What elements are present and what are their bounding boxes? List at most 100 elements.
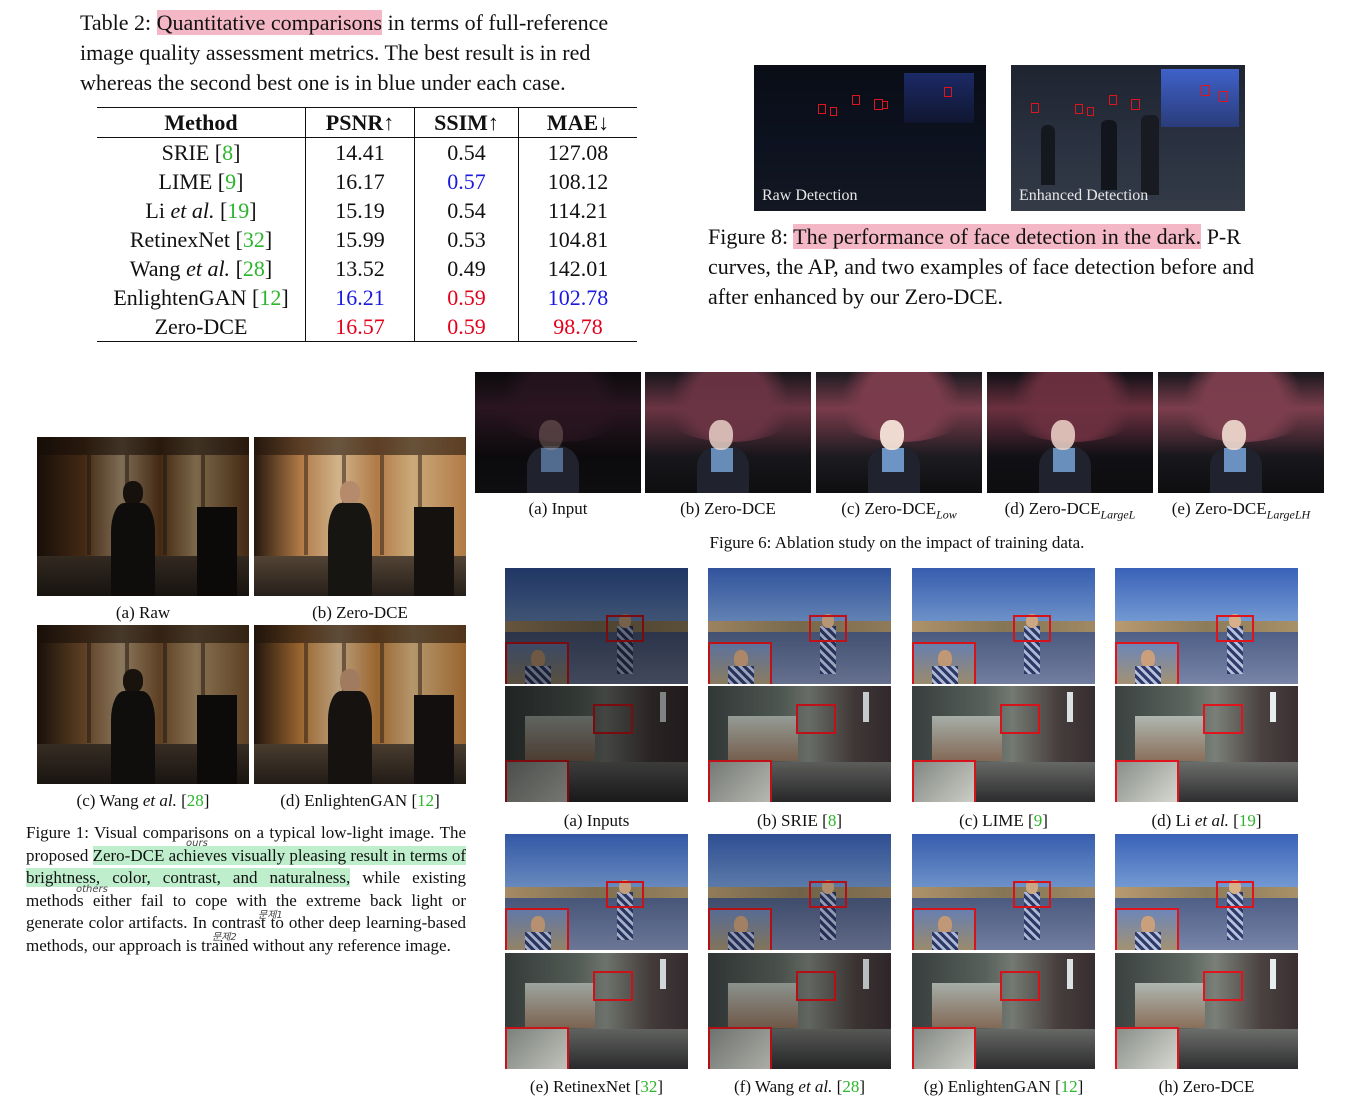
subcaption: (d) Li et al. [19] bbox=[1151, 811, 1262, 830]
inset-box bbox=[1115, 760, 1179, 802]
inset-box bbox=[708, 908, 772, 950]
subcaption-text: (f) Wang bbox=[734, 1077, 799, 1096]
citation-link[interactable]: 32 bbox=[242, 227, 265, 252]
ablation-image bbox=[645, 372, 811, 493]
zoom-box bbox=[1013, 615, 1051, 642]
inset-box bbox=[708, 642, 772, 684]
ablation-subcaption: (c) Zero-DCELow bbox=[808, 499, 990, 522]
indoor-image bbox=[708, 686, 891, 802]
citation-link[interactable]: 19 bbox=[1238, 811, 1256, 830]
ablation-subcaption: (d) Zero-DCELargeL bbox=[979, 499, 1161, 522]
method-cell: Li et al. [19] bbox=[145, 198, 257, 223]
annotation-ours: ours bbox=[186, 838, 208, 849]
table-row: Li et al. [19] 15.19 0.54 114.21 bbox=[97, 196, 637, 225]
subcaption: (g) EnlightenGAN [12] bbox=[923, 1077, 1084, 1096]
method-cell: LIME [9] bbox=[158, 169, 244, 194]
psnr-cell: 15.99 bbox=[305, 225, 415, 254]
table2-caption-label: Table 2: bbox=[80, 10, 152, 35]
citation-link[interactable]: 8 bbox=[827, 811, 837, 830]
citation-link[interactable]: 12 bbox=[417, 791, 435, 810]
psnr-cell: 15.19 bbox=[305, 196, 415, 225]
zoom-box bbox=[796, 971, 836, 1001]
subcaption-text: (d) Zero-DCE bbox=[1004, 499, 1101, 518]
table-row: SRIE [8] 14.41 0.54 127.08 bbox=[97, 137, 637, 167]
annotation-others: others bbox=[76, 884, 108, 895]
subcaption: (a) Raw bbox=[27, 603, 259, 623]
subcaption-etal: et al. bbox=[798, 1077, 833, 1096]
table-row: RetinexNet [32] 15.99 0.53 104.81 bbox=[97, 225, 637, 254]
figure1-image bbox=[254, 625, 466, 784]
psnr-cell: 16.57 bbox=[305, 312, 415, 342]
citation-link[interactable]: 12 bbox=[259, 285, 282, 310]
subcaption-text: (e) Zero-DCE bbox=[1171, 499, 1267, 518]
subcaption-text: (b) SRIE bbox=[756, 811, 823, 830]
ssim-cell: 0.57 bbox=[414, 167, 519, 196]
outdoor-image bbox=[505, 834, 688, 950]
ssim-cell: 0.59 bbox=[414, 283, 519, 312]
citation-link[interactable]: 28 bbox=[186, 791, 204, 810]
zoom-box bbox=[1203, 704, 1243, 734]
mae-cell: 114.21 bbox=[518, 196, 637, 225]
ssim-cell: 0.59 bbox=[414, 312, 519, 342]
citation-link[interactable]: 9 bbox=[225, 169, 237, 194]
mae-cell: 127.08 bbox=[518, 137, 637, 167]
subcaption: (b) Zero-DCE bbox=[244, 603, 476, 623]
ablation-image bbox=[475, 372, 641, 493]
annotation-problem2: 문제2 bbox=[212, 932, 237, 943]
subcaption-text: (a) Raw bbox=[115, 603, 171, 622]
citation-link[interactable]: 28 bbox=[842, 1077, 860, 1096]
indoor-image bbox=[912, 953, 1095, 1069]
zoom-box bbox=[1000, 971, 1040, 1001]
subcaption: (a) Inputs bbox=[495, 811, 698, 831]
enhanced-detection-image: Enhanced Detection bbox=[1011, 65, 1245, 211]
col-header-method: Method bbox=[97, 107, 306, 138]
zoom-box bbox=[796, 704, 836, 734]
indoor-image bbox=[1115, 686, 1298, 802]
inset-box bbox=[505, 642, 569, 684]
ablation-image bbox=[816, 372, 982, 493]
subcaption-text: (e) RetinexNet bbox=[529, 1077, 635, 1096]
citation-link[interactable]: 8 bbox=[222, 140, 234, 165]
subcaption-text: (b) Zero-DCE bbox=[312, 603, 408, 622]
method-name: RetinexNet bbox=[129, 227, 231, 252]
citation-link[interactable]: 32 bbox=[640, 1077, 658, 1096]
subcaption-text: (a) Inputs bbox=[563, 811, 630, 830]
enhanced-detection-label: Enhanced Detection bbox=[1019, 187, 1149, 204]
inset-box bbox=[505, 1027, 569, 1069]
ssim-cell: 0.54 bbox=[414, 137, 519, 167]
zoom-box bbox=[1000, 704, 1040, 734]
figure8-caption-label: Figure 8: bbox=[708, 224, 789, 249]
citation-link[interactable]: 28 bbox=[242, 256, 265, 281]
table-header-row: Method PSNR↑ SSIM↑ MAE↓ bbox=[97, 107, 637, 138]
method-etal: et al. bbox=[170, 198, 215, 223]
subcaption-text: (d) EnlightenGAN bbox=[280, 791, 412, 810]
method-name: EnlightenGAN bbox=[113, 285, 247, 310]
zoom-box bbox=[593, 971, 633, 1001]
zoom-box bbox=[606, 615, 644, 642]
inset-box bbox=[912, 760, 976, 802]
zoom-box bbox=[809, 615, 847, 642]
method-cell: SRIE [8] bbox=[161, 140, 241, 165]
indoor-image bbox=[912, 686, 1095, 802]
inset-box bbox=[912, 908, 976, 950]
citation-link[interactable]: 12 bbox=[1060, 1077, 1078, 1096]
indoor-image bbox=[505, 953, 688, 1069]
inset-box bbox=[708, 1027, 772, 1069]
figure1-image bbox=[37, 625, 249, 784]
subcaption: (e) RetinexNet [32] bbox=[529, 1077, 664, 1096]
inset-box bbox=[912, 1027, 976, 1069]
method-cell: RetinexNet [32] bbox=[129, 227, 273, 252]
psnr-cell: 16.21 bbox=[305, 283, 415, 312]
ablation-subcaption: (b) Zero-DCE bbox=[637, 499, 819, 519]
citation-link[interactable]: 19 bbox=[227, 198, 250, 223]
zoom-box bbox=[593, 704, 633, 734]
indoor-image bbox=[505, 686, 688, 802]
outdoor-image bbox=[912, 834, 1095, 950]
subcaption-text: (g) EnlightenGAN bbox=[923, 1077, 1055, 1096]
table-row: Wang et al. [28] 13.52 0.49 142.01 bbox=[97, 254, 637, 283]
table-row: LIME [9] 16.17 0.57 108.12 bbox=[97, 167, 637, 196]
results-table: Method PSNR↑ SSIM↑ MAE↓ SRIE [8] 14.41 0.5… bbox=[97, 107, 637, 342]
figure1-caption: Figure 1: Visual comparisons on a typica… bbox=[26, 822, 467, 957]
citation-link[interactable]: 9 bbox=[1033, 811, 1043, 830]
subcaption: (h) Zero-DCE bbox=[1105, 1077, 1308, 1097]
